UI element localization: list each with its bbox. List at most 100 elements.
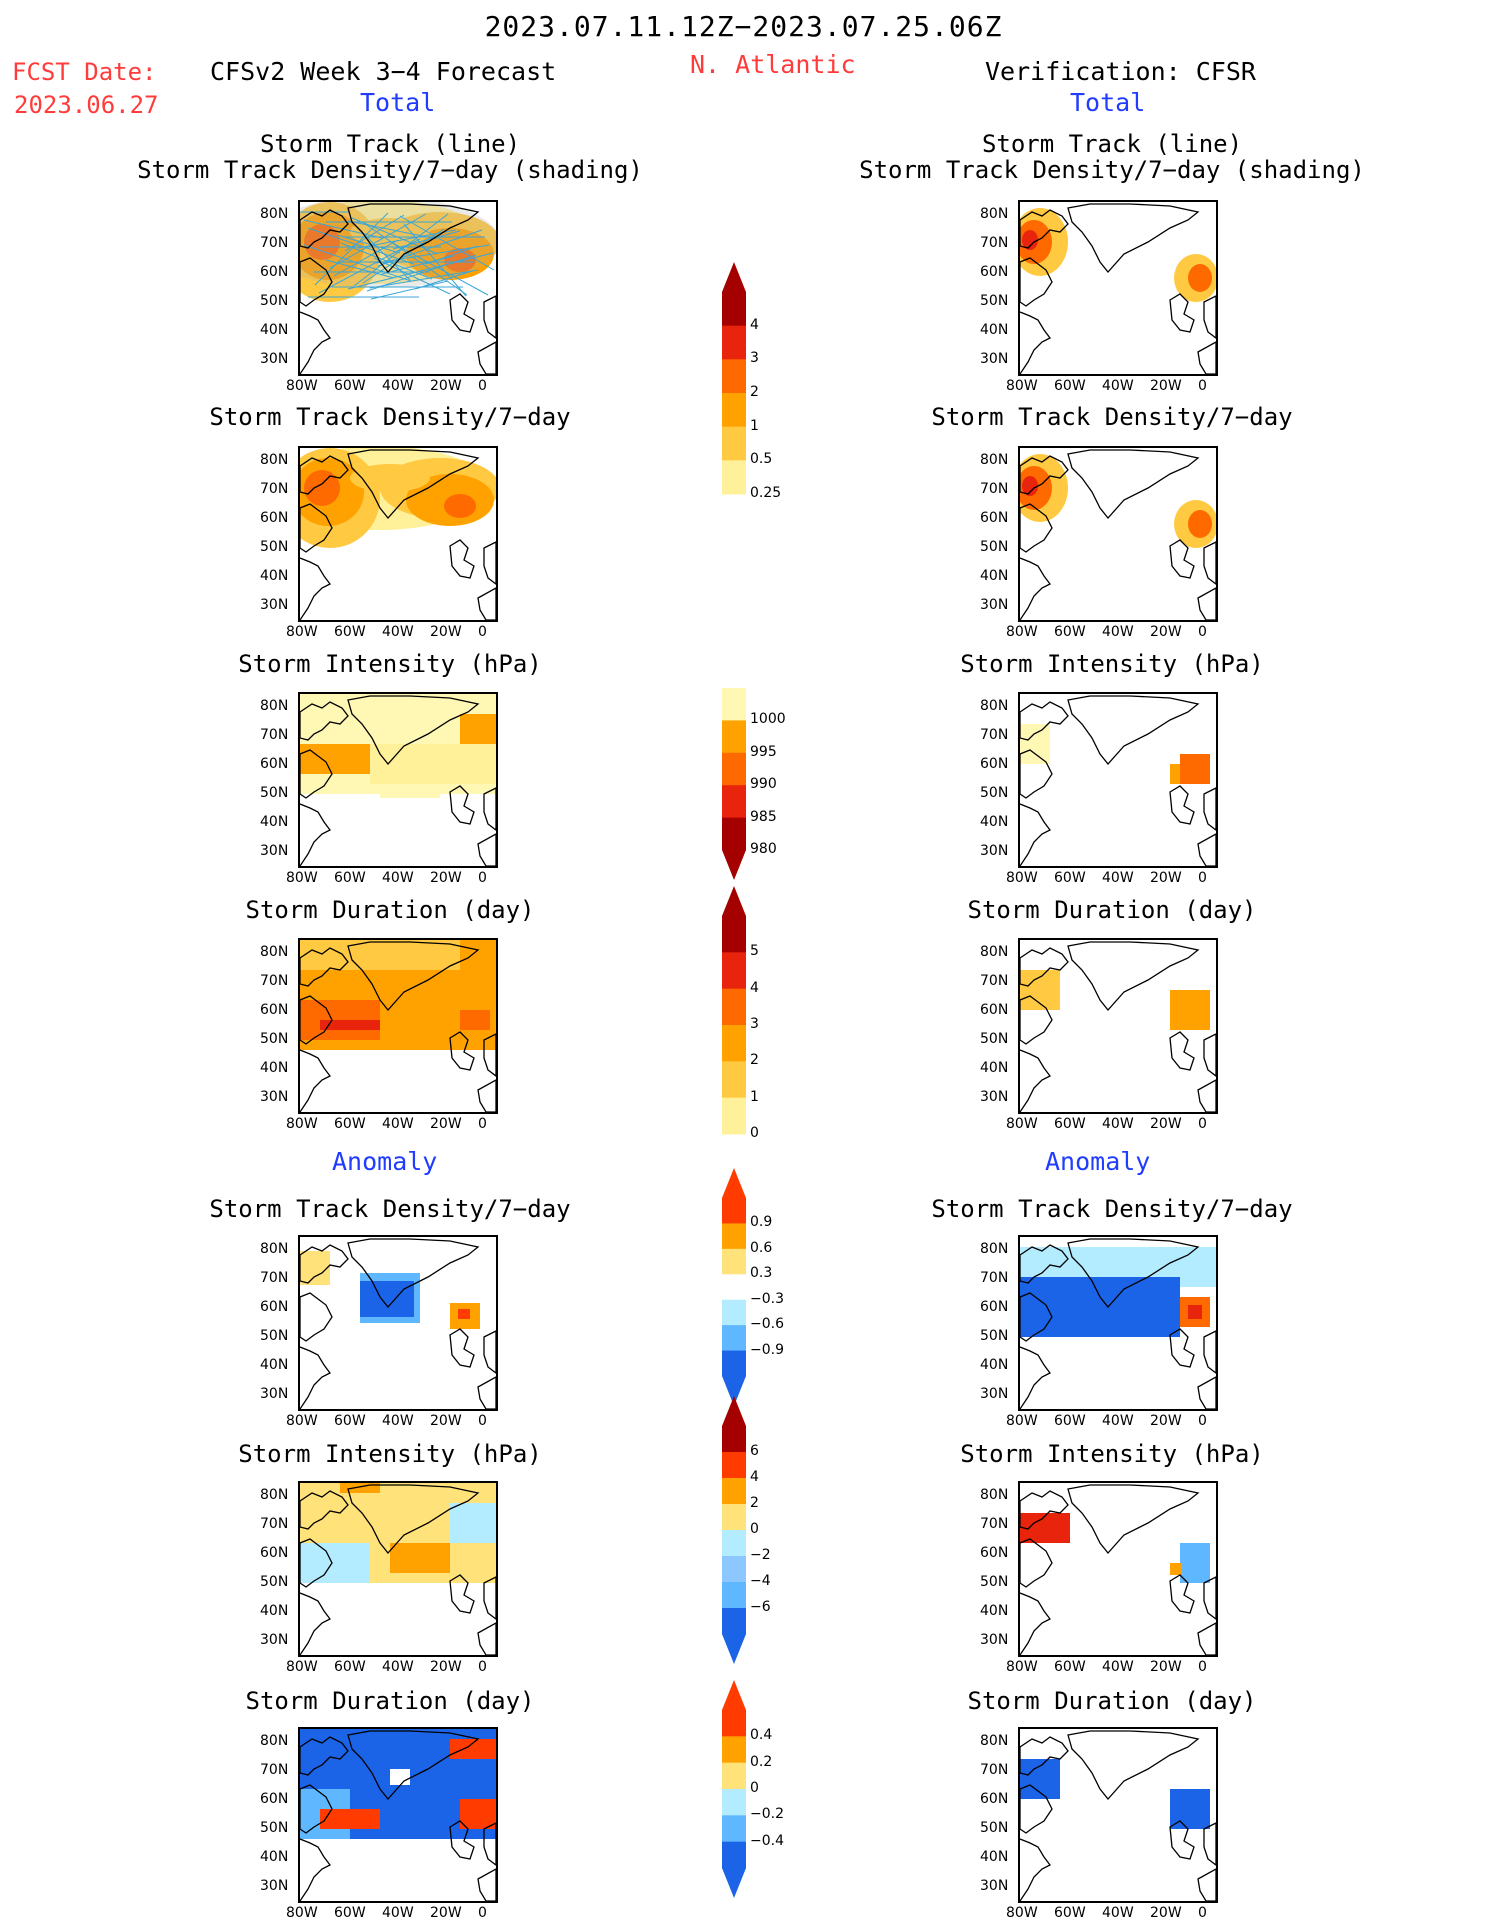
colorbar-duration: [722, 886, 746, 1135]
lat-label: 60N: [980, 1299, 1009, 1315]
lat-label: 30N: [980, 1386, 1009, 1402]
lat-label: 70N: [980, 481, 1009, 497]
lon-label: 60W: [1054, 624, 1086, 640]
colorbar-tick-label: 4: [750, 979, 759, 996]
lat-label: 70N: [980, 1516, 1009, 1532]
colorbar-tick-label: 0.3: [750, 1265, 773, 1282]
lon-label: 0: [478, 624, 487, 640]
lon-label: 60W: [1054, 1905, 1086, 1921]
panel-title-track-density-fcst: Storm Track Density/7−day: [209, 403, 571, 431]
lat-label: 40N: [980, 1357, 1009, 1373]
lat-label: 70N: [260, 1270, 289, 1286]
colorbar-arrow-bottom: [722, 1868, 746, 1898]
lat-label: 50N: [260, 293, 289, 309]
colorbar-segment: [722, 359, 746, 394]
colorbar-segment: [722, 1815, 746, 1843]
colorbar-tick-label: 2: [750, 1052, 759, 1069]
colorbar-arrow-bottom: [722, 850, 746, 880]
lon-label: 0: [478, 1116, 487, 1132]
lon-label: 80W: [1006, 624, 1038, 640]
colorbar-tick-label: −0.9: [750, 1341, 784, 1358]
colorbar-tick-label: −0.3: [750, 1290, 784, 1307]
lat-label: 50N: [980, 539, 1009, 555]
lon-label: 80W: [286, 624, 318, 640]
lon-label: 0: [478, 1905, 487, 1921]
colorbar-arrow-top: [722, 262, 746, 292]
colorbar-tick-label: 0: [750, 1780, 759, 1796]
panel-title-track-density-shading-verif: Storm Track Density/7−day (shading): [859, 156, 1365, 184]
colorbar-segment: [722, 1248, 746, 1275]
lat-label: 50N: [260, 1820, 289, 1836]
lat-label: 60N: [980, 264, 1009, 280]
map-intensity-anom-fcst: [298, 1481, 498, 1657]
colorbar-segment: [722, 1061, 746, 1099]
colorbar-segment: [722, 325, 746, 360]
colorbar-segment: [722, 426, 746, 461]
lon-label: 0: [1198, 1413, 1207, 1429]
lat-label: 40N: [980, 568, 1009, 584]
colorbar-segment: [722, 1530, 746, 1557]
total-label-verification: Total: [1070, 88, 1146, 117]
colorbar-tick-label: 0.5: [750, 451, 773, 468]
colorbar-segment: [722, 1556, 746, 1583]
colorbar-segment: [722, 752, 746, 786]
colorbar-tick-label: −0.6: [750, 1316, 784, 1333]
lat-label: 60N: [980, 510, 1009, 526]
lat-label: 60N: [260, 1299, 289, 1315]
lat-label: 40N: [260, 1849, 289, 1865]
lat-label: 50N: [260, 1328, 289, 1344]
lat-label: 50N: [980, 785, 1009, 801]
colorbar-segment: [722, 1097, 746, 1135]
lon-label: 40W: [1102, 1905, 1134, 1921]
lon-label: 0: [478, 1413, 487, 1429]
map-track-fcst: [298, 200, 498, 376]
lat-label: 70N: [260, 1762, 289, 1778]
lon-label: 60W: [334, 1413, 366, 1429]
lon-label: 20W: [430, 378, 462, 394]
map-track-verif: [1018, 200, 1218, 376]
lon-label: 80W: [1006, 870, 1038, 886]
lon-label: 60W: [1054, 1413, 1086, 1429]
total-label-forecast: Total: [360, 88, 436, 117]
lon-label: 60W: [334, 870, 366, 886]
colorbar-segment: [722, 1198, 746, 1224]
colorbar-tick-label: 6: [750, 1443, 759, 1459]
lat-label: 60N: [260, 510, 289, 526]
lat-label: 50N: [260, 1574, 289, 1590]
colorbar-tick-label: 0: [750, 1125, 759, 1141]
lon-label: 20W: [1150, 1659, 1182, 1675]
colorbar-tick-label: 985: [750, 808, 777, 825]
lat-label: 50N: [980, 1820, 1009, 1836]
lat-label: 30N: [980, 351, 1009, 367]
lat-label: 40N: [260, 814, 289, 830]
colorbar-tick-label: 1000: [750, 711, 786, 728]
lon-label: 60W: [1054, 378, 1086, 394]
anomaly-label-forecast: Anomaly: [332, 1147, 438, 1176]
colorbar-tick-label: 1: [750, 1088, 759, 1105]
lon-label: 60W: [1054, 1659, 1086, 1675]
panel-title-track-density-shading-fcst: Storm Track Density/7−day (shading): [137, 156, 643, 184]
colorbar-density_anom: [722, 1168, 746, 1406]
lon-label: 20W: [1150, 870, 1182, 886]
map-density-anom-fcst: [298, 1235, 498, 1411]
colorbar-segment: [722, 1426, 746, 1453]
lat-label: 60N: [260, 1002, 289, 1018]
colorbar-segment: [722, 1736, 746, 1764]
map-duration-anom-fcst: [298, 1727, 498, 1903]
map-density-verif: [1018, 446, 1218, 622]
colorbar-tick-label: 3: [750, 1016, 759, 1032]
lon-label: 20W: [1150, 378, 1182, 394]
colorbar-arrow-top: [722, 1396, 746, 1426]
lat-label: 80N: [980, 1487, 1009, 1503]
lon-label: 0: [1198, 870, 1207, 886]
colorbar-segment: [722, 1274, 746, 1301]
lat-label: 30N: [980, 1632, 1009, 1648]
colorbar-intensity: [722, 688, 746, 880]
colorbar-tick-label: 0.25: [750, 485, 782, 501]
colorbar-density: [722, 262, 746, 495]
lat-label: 70N: [980, 235, 1009, 251]
lat-label: 50N: [980, 1574, 1009, 1590]
lon-label: 0: [478, 870, 487, 886]
colorbar-tick-label: −6: [750, 1599, 771, 1615]
lon-label: 40W: [382, 1413, 414, 1429]
